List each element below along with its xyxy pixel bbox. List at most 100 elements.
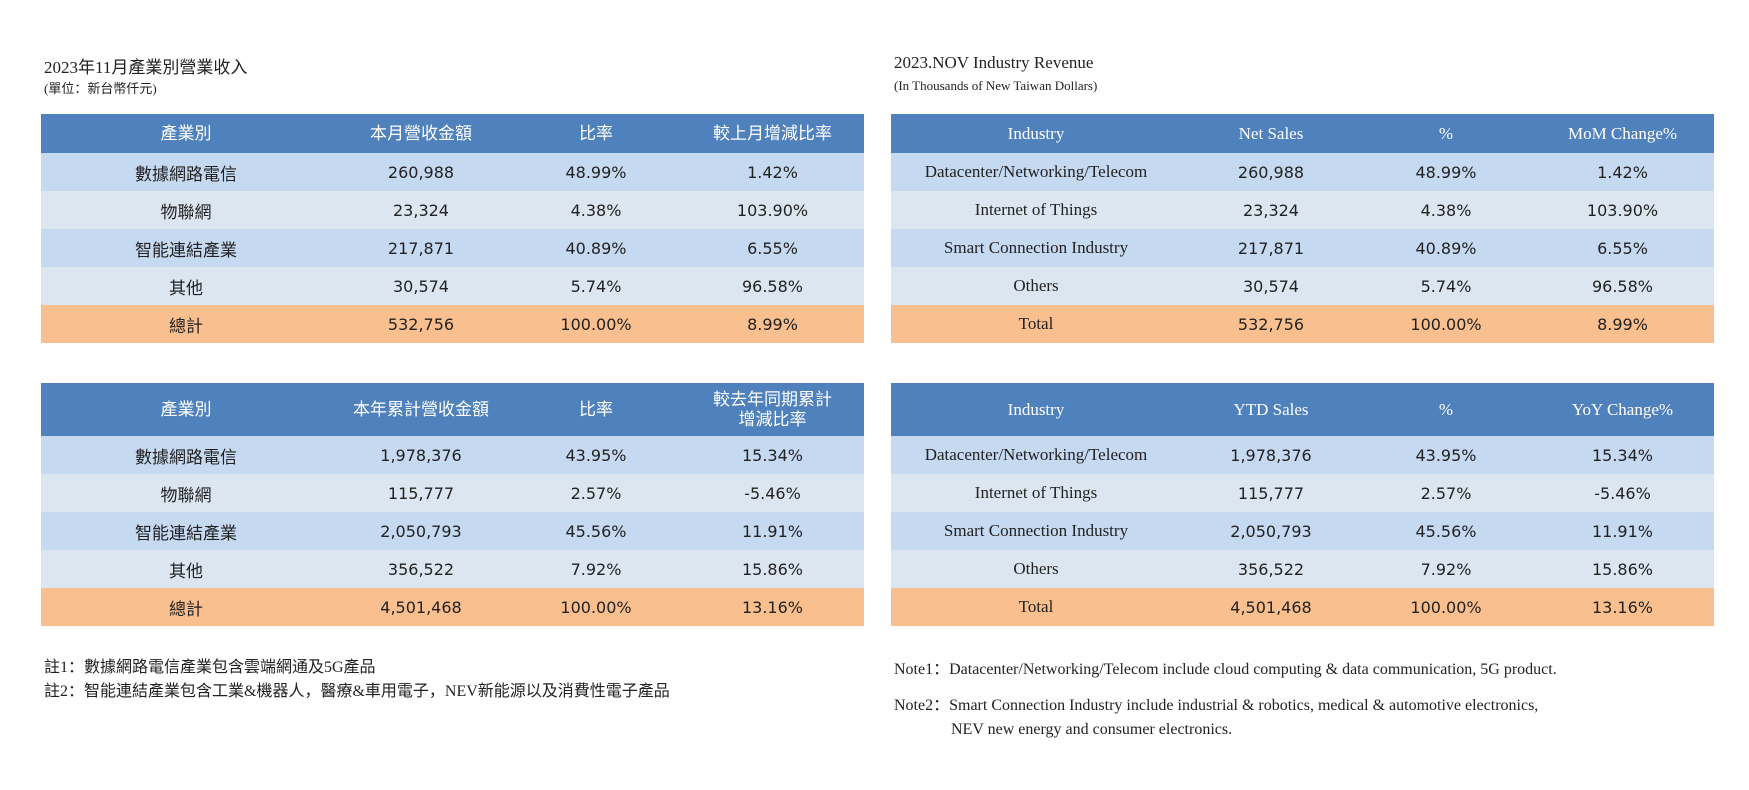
change-cell: 15.34% [681,436,864,474]
change-cell: 11.91% [681,512,864,550]
total-change-cell: 13.16% [681,588,864,626]
industry-cell: Internet of Things [891,191,1181,229]
note-line: Note2：Smart Connection Industry include … [894,697,1539,714]
table-row: Datacenter/Networking/Telecom 260,988 48… [891,153,1714,191]
industry-cell: Smart Connection Industry [891,229,1181,267]
change-cell: 15.86% [681,550,864,588]
header-cell: % [1361,114,1531,153]
industry-cell: 物聯網 [41,191,331,229]
change-cell: 15.86% [1531,550,1714,588]
change-cell: 96.58% [681,267,864,305]
amount-cell: 115,777 [1181,474,1361,512]
change-cell: -5.46% [681,474,864,512]
table-header-row: 產業別 本月營收金額 比率 較上月增減比率 [41,114,864,153]
total-row: Total 4,501,468 100.00% 13.16% [891,588,1714,626]
table-row: Internet of Things 23,324 4.38% 103.90% [891,191,1714,229]
ratio-cell: 43.95% [511,436,681,474]
total-label-cell: Total [891,305,1181,343]
total-row: 總計 4,501,468 100.00% 13.16% [41,588,864,626]
left-unit-label: (單位：新台幣仟元) [44,81,157,96]
left-page-title: 2023年11月產業別營業收入 [44,58,248,77]
header-cell: 產業別 [41,383,331,436]
industry-cell: 智能連結產業 [41,229,331,267]
ratio-cell: 48.99% [1361,153,1531,191]
total-amount-cell: 532,756 [1181,305,1361,343]
header-cell: 產業別 [41,114,331,153]
ratio-cell: 48.99% [511,153,681,191]
ratio-cell: 7.92% [1361,550,1531,588]
table-row: Others 356,522 7.92% 15.86% [891,550,1714,588]
note-line: Note1：Datacenter/Networking/Telecom incl… [894,661,1557,678]
industry-cell: Smart Connection Industry [891,512,1181,550]
total-amount-cell: 532,756 [331,305,511,343]
ratio-cell: 2.57% [1361,474,1531,512]
amount-cell: 115,777 [331,474,511,512]
ratio-cell: 43.95% [1361,436,1531,474]
total-ratio-cell: 100.00% [1361,305,1531,343]
amount-cell: 23,324 [1181,191,1361,229]
industry-cell: 物聯網 [41,474,331,512]
right-page-title: 2023.NOV Industry Revenue [894,53,1094,72]
ratio-cell: 2.57% [511,474,681,512]
amount-cell: 260,988 [1181,153,1361,191]
change-cell: 1.42% [1531,153,1714,191]
left-monthly-table: 產業別 本月營收金額 比率 較上月增減比率 數據網路電信 260,988 48.… [41,114,864,343]
industry-cell: Others [891,267,1181,305]
industry-cell: 智能連結產業 [41,512,331,550]
table-row: Smart Connection Industry 217,871 40.89%… [891,229,1714,267]
change-cell: 11.91% [1531,512,1714,550]
table-row: 智能連結產業 2,050,793 45.56% 11.91% [41,512,864,550]
table-header-row: Industry Net Sales % MoM Change% [891,114,1714,153]
ratio-cell: 5.74% [511,267,681,305]
ratio-cell: 45.56% [511,512,681,550]
amount-cell: 1,978,376 [1181,436,1361,474]
amount-cell: 30,574 [331,267,511,305]
left-ytd-table: 產業別 本年累計營收金額 比率 較去年同期累計 增減比率 數據網路電信 1,97… [41,383,864,626]
header-cell: Industry [891,114,1181,153]
table-row: Others 30,574 5.74% 96.58% [891,267,1714,305]
amount-cell: 30,574 [1181,267,1361,305]
ratio-cell: 7.92% [511,550,681,588]
amount-cell: 2,050,793 [1181,512,1361,550]
ratio-cell: 5.74% [1361,267,1531,305]
right-ytd-table: Industry YTD Sales % YoY Change% Datacen… [891,383,1714,626]
total-change-cell: 8.99% [1531,305,1714,343]
amount-cell: 217,871 [331,229,511,267]
table-row: 數據網路電信 260,988 48.99% 1.42% [41,153,864,191]
change-cell: 1.42% [681,153,864,191]
industry-cell: 數據網路電信 [41,153,331,191]
right-monthly-table: Industry Net Sales % MoM Change% Datacen… [891,114,1714,343]
total-label-cell: 總計 [41,305,331,343]
change-cell: 6.55% [681,229,864,267]
table-row: 物聯網 23,324 4.38% 103.90% [41,191,864,229]
industry-cell: 其他 [41,267,331,305]
change-cell: 103.90% [1531,191,1714,229]
header-line: 較去年同期累計 [713,389,832,409]
amount-cell: 217,871 [1181,229,1361,267]
total-row: 總計 532,756 100.00% 8.99% [41,305,864,343]
total-ratio-cell: 100.00% [511,305,681,343]
change-cell: -5.46% [1531,474,1714,512]
total-row: Total 532,756 100.00% 8.99% [891,305,1714,343]
header-cell: YoY Change% [1531,383,1714,436]
industry-cell: Internet of Things [891,474,1181,512]
header-cell: 較上月增減比率 [681,114,864,153]
change-cell: 103.90% [681,191,864,229]
note-line: NEV new energy and consumer electronics. [951,721,1233,738]
total-amount-cell: 4,501,468 [1181,588,1361,626]
ratio-cell: 45.56% [1361,512,1531,550]
header-cell: 比率 [511,383,681,436]
total-label-cell: 總計 [41,588,331,626]
header-cell: % [1361,383,1531,436]
ratio-cell: 40.89% [511,229,681,267]
header-cell: 本年累計營收金額 [331,383,511,436]
note-line: 註1：數據網路電信產業包含雲端網通及5G產品 [44,659,376,676]
amount-cell: 356,522 [331,550,511,588]
right-unit-label: (In Thousands of New Taiwan Dollars) [894,78,1098,93]
header-cell: Industry [891,383,1181,436]
industry-cell: Others [891,550,1181,588]
total-amount-cell: 4,501,468 [331,588,511,626]
table-row: 數據網路電信 1,978,376 43.95% 15.34% [41,436,864,474]
change-cell: 6.55% [1531,229,1714,267]
header-cell: 較去年同期累計 增減比率 [681,383,864,436]
